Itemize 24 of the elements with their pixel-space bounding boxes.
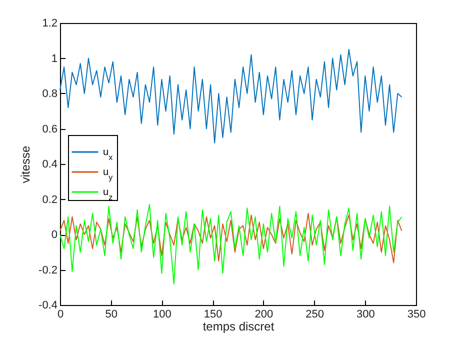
y-tick-label: 0.8	[42, 88, 58, 100]
line-series	[60, 48, 402, 144]
y-tick-label: 1	[51, 52, 58, 65]
line-series	[60, 212, 402, 264]
y-tick-label: 0.6	[42, 123, 58, 136]
y-axis-title: vitesse	[18, 146, 33, 184]
x-tick-label: 350	[407, 308, 426, 320]
legend-label: u$_{y}$	[103, 167, 113, 182]
x-axis-title: temps discret	[202, 320, 275, 334]
x-tick-label: 150	[204, 308, 222, 320]
y-tick-label: -0.4	[38, 300, 58, 312]
line-series	[60, 204, 402, 284]
x-tick-label: 300	[356, 308, 375, 320]
y-tick-label: 0.2	[42, 194, 58, 206]
legend-label: u$_{x}$	[103, 147, 113, 162]
x-tick-label: 100	[153, 308, 172, 320]
y-tick-label: -0.2	[38, 264, 58, 276]
x-tick-label: 250	[306, 308, 324, 320]
x-tick-label: 50	[105, 308, 118, 320]
legend-label: u$_{z}$	[103, 187, 113, 202]
x-tick-label: 200	[254, 308, 274, 320]
y-tick-label: 0.4	[42, 158, 58, 170]
y-tick-label: 0	[51, 229, 58, 241]
y-tick-label: 1.2	[42, 18, 58, 30]
